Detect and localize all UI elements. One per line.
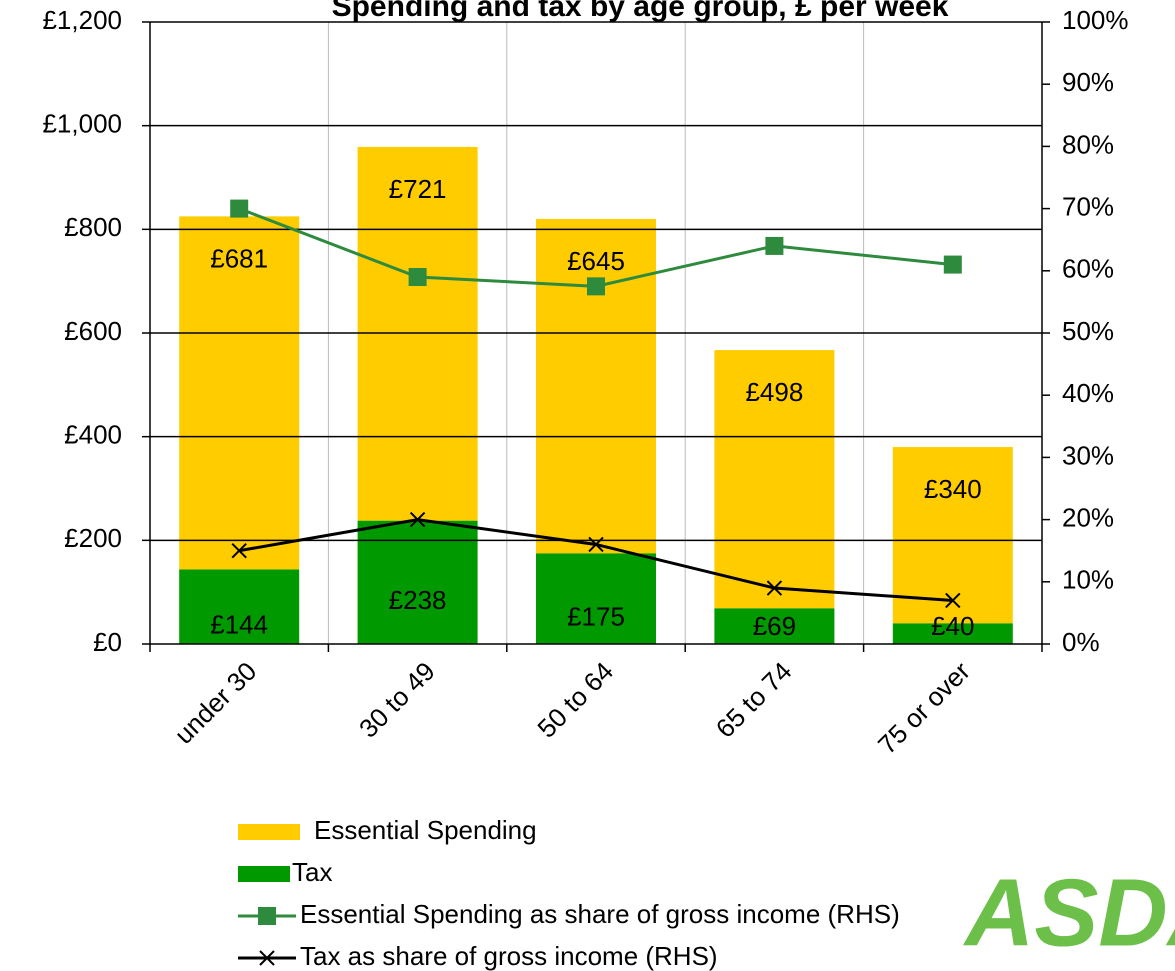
data-label: £681 [210, 243, 268, 273]
y2-tick-label: 90% [1062, 67, 1114, 97]
marker [766, 580, 783, 596]
bar [179, 569, 300, 644]
marker [587, 277, 605, 296]
y2-tick-label: 80% [1062, 129, 1114, 159]
y2-tick-label: 50% [1062, 316, 1114, 346]
x-tick-label: 65 to 74 [710, 656, 798, 744]
x-tick-label: 30 to 49 [353, 656, 441, 744]
data-label: £144 [210, 610, 268, 640]
data-label: £40 [931, 611, 974, 641]
y2-tick-label: 10% [1062, 565, 1114, 595]
y-tick-label: £1,200 [42, 5, 122, 35]
bar [714, 608, 835, 644]
bar [892, 623, 1013, 644]
y2-tick-label: 40% [1062, 378, 1114, 408]
legend-swatch [238, 866, 290, 882]
bar [357, 520, 478, 644]
y-tick-label: £600 [64, 316, 122, 346]
x-tick-label: 75 or over [872, 656, 976, 760]
bar [892, 447, 1013, 624]
chart-title: Spending and tax by age group, £ per wee… [332, 0, 949, 23]
bar [714, 350, 835, 609]
data-label: £721 [389, 174, 447, 204]
marker [945, 592, 961, 609]
bar [357, 146, 478, 521]
bar [536, 553, 656, 644]
marker [943, 255, 962, 274]
y-tick-label: £800 [64, 212, 122, 242]
y-tick-label: £1,000 [42, 109, 122, 139]
bar [179, 216, 300, 570]
data-label: £340 [924, 474, 982, 504]
legend-label: Essential Spending [314, 815, 537, 845]
bar [536, 218, 656, 554]
marker [588, 536, 604, 553]
data-label: £498 [745, 377, 803, 407]
legend-marker [258, 907, 276, 925]
legend-swatch [238, 824, 300, 840]
data-label: £645 [567, 246, 625, 276]
legend-marker [259, 950, 275, 966]
data-label: £175 [567, 602, 625, 632]
y2-tick-label: 60% [1062, 254, 1114, 284]
y2-tick-label: 70% [1062, 191, 1114, 221]
data-label: £238 [389, 585, 447, 615]
marker [230, 199, 249, 218]
legend-label: Tax as share of gross income (RHS) [300, 941, 718, 971]
marker [409, 511, 426, 528]
y2-tick-label: 20% [1062, 502, 1114, 532]
y-tick-label: £200 [64, 523, 122, 553]
y-tick-label: £400 [64, 420, 122, 450]
marker [231, 542, 247, 559]
x-tick-label: under 30 [169, 656, 263, 750]
marker [408, 268, 427, 287]
marker [765, 236, 784, 255]
legend-label: Tax [292, 857, 332, 887]
data-label: £69 [753, 611, 796, 641]
legend-label: Essential Spending as share of gross inc… [300, 899, 900, 929]
x-tick-label: 50 to 64 [531, 656, 619, 744]
logo: ASDA [963, 859, 1175, 966]
y-tick-label: £0 [93, 627, 122, 657]
y2-tick-label: 100% [1062, 5, 1129, 35]
y2-tick-label: 30% [1062, 440, 1114, 470]
y2-tick-label: 0% [1062, 627, 1100, 657]
